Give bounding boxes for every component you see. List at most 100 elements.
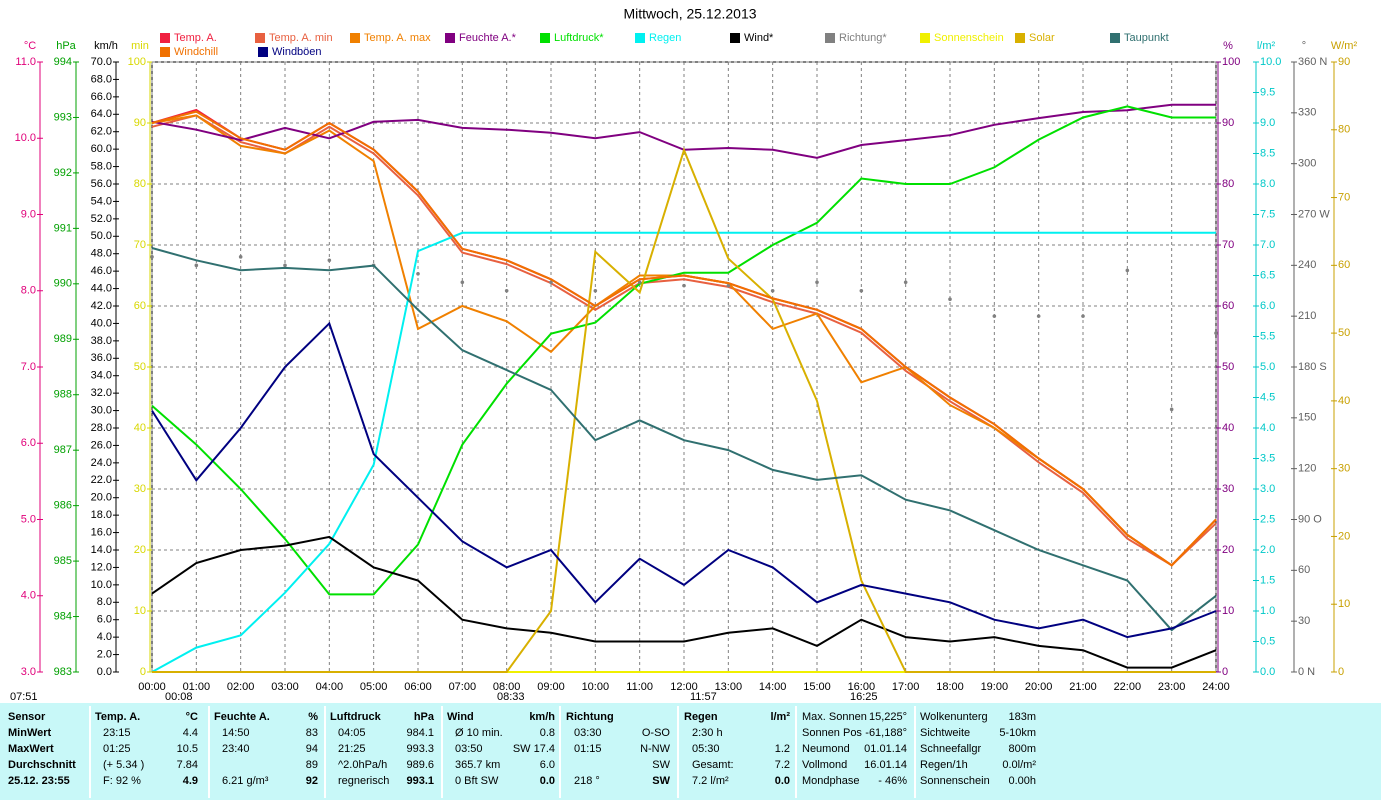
x-tick-label: 17:00 — [892, 681, 920, 693]
y-tick-label: 4.0 — [21, 590, 36, 602]
y-tick-label: 54.0 — [91, 195, 112, 207]
y-tick-label: 50 — [1222, 361, 1234, 373]
y-tick-label: 90 — [1338, 56, 1350, 68]
y-tick-label: 30.0 — [91, 404, 112, 416]
x-tick-label: 06:00 — [404, 681, 432, 693]
y-tick-label: 4.5 — [1260, 391, 1275, 403]
cell-label: Regen/1h — [920, 759, 968, 771]
cell-value: 0.0 — [540, 775, 555, 787]
y-tick-label: 42.0 — [91, 300, 112, 312]
y-tick-label: 1.5 — [1260, 574, 1275, 586]
y-tick-label: 66.0 — [91, 91, 112, 103]
y-tick-label: 989 — [54, 333, 72, 345]
axis-unit: min — [131, 40, 149, 52]
cell-value: 183m — [1008, 711, 1036, 723]
y-tick-label: 80 — [1222, 178, 1234, 190]
cell-label: regnerisch — [338, 775, 389, 787]
y-tick-label: 68.0 — [91, 73, 112, 85]
y-tick-label: 40.0 — [91, 317, 112, 329]
cell-label: 23:40 — [222, 743, 250, 755]
y-tick-label: 7.5 — [1260, 208, 1275, 220]
y-tick-label: 8.5 — [1260, 147, 1275, 159]
y-tick-label: 985 — [54, 555, 72, 567]
cell-label: Neumond — [802, 743, 850, 755]
y-tick-label: 20 — [134, 544, 146, 556]
x-tick-label: 03:00 — [271, 681, 299, 693]
legend-label: Taupunkt — [1124, 32, 1169, 44]
x-tick-label: 19:00 — [981, 681, 1009, 693]
legend-swatch — [1015, 33, 1025, 43]
data-dot — [1036, 314, 1041, 318]
y-tick-label: 986 — [54, 500, 72, 512]
y-tick-label: 0 N — [1298, 666, 1315, 678]
y-tick-label: 984 — [54, 610, 72, 622]
y-tick-label: 70 — [134, 239, 146, 251]
legend-label: Temp. A. max — [364, 32, 431, 44]
cell-label: 7.2 l/m² — [692, 775, 729, 787]
y-tick-label: 3.0 — [1260, 483, 1275, 495]
y-tick-label: 56.0 — [91, 178, 112, 190]
row-label: Durchschnitt — [8, 759, 76, 771]
y-tick-label: 270 W — [1298, 208, 1330, 220]
panel-unit: hPa — [414, 711, 435, 723]
cell-value: SW 17.4 — [513, 743, 555, 755]
legend-swatch — [1110, 33, 1120, 43]
data-dot — [593, 288, 598, 293]
legend-label: Sonnenschein — [934, 32, 1004, 44]
axis-unit: l/m² — [1257, 40, 1276, 52]
stats-background — [0, 703, 1381, 800]
cell-label: Ø 10 min. — [455, 727, 503, 739]
annotation: 00:08 — [165, 691, 193, 703]
y-tick-label: 180 S — [1298, 361, 1327, 373]
y-tick-label: 16.0 — [91, 526, 112, 538]
y-tick-label: 30 — [1338, 463, 1350, 475]
panel-title: Wind — [447, 711, 474, 723]
y-tick-label: 70 — [1338, 191, 1350, 203]
y-tick-label: 62.0 — [91, 126, 112, 138]
cell-value: 16.01.14 — [864, 759, 907, 771]
cell-value: 92 — [306, 775, 318, 787]
data-dot — [283, 263, 287, 268]
legend-swatch — [255, 33, 265, 43]
x-tick-label: 15:00 — [803, 681, 831, 693]
cell-label: 6.21 g/m³ — [222, 775, 269, 787]
cell-value: 6.0 — [540, 759, 555, 771]
data-dot — [1125, 268, 1130, 273]
data-dot — [1081, 314, 1085, 318]
cell-value: 94 — [306, 743, 318, 755]
x-tick-label: 09:00 — [537, 681, 565, 693]
cell-label: 14:50 — [222, 727, 250, 739]
cell-value: 89 — [306, 759, 318, 771]
y-tick-label: 0 — [140, 666, 146, 678]
cell-label: ^2.0hPa/h — [338, 759, 387, 771]
y-tick-label: 20 — [1222, 544, 1234, 556]
cell-label: Sonnenschein — [920, 775, 990, 787]
y-tick-label: 11.0 — [15, 56, 36, 68]
cell-value: - 46% — [878, 775, 907, 787]
x-tick-label: 05:00 — [360, 681, 388, 693]
row-label: 25.12. 23:55 — [8, 775, 70, 787]
x-tick-label: 00:00 — [138, 681, 166, 693]
y-tick-label: 240 — [1298, 259, 1316, 271]
y-tick-label: 40 — [134, 422, 146, 434]
y-tick-label: 5.5 — [1260, 330, 1275, 342]
cell-value: 01.01.14 — [864, 743, 907, 755]
y-tick-label: 90 — [1222, 117, 1234, 129]
legend-swatch — [160, 47, 170, 57]
cell-label: Vollmond — [802, 759, 847, 771]
x-tick-label: 01:00 — [183, 681, 211, 693]
y-tick-label: 8.0 — [97, 596, 112, 608]
cell-label: Schneefallgr — [920, 743, 981, 755]
y-tick-label: 60 — [134, 300, 146, 312]
data-dot — [903, 280, 908, 285]
y-tick-label: 0 — [1338, 666, 1344, 678]
y-tick-label: 5.0 — [1260, 361, 1275, 373]
legend-swatch — [730, 33, 740, 43]
cell-value: 984.1 — [406, 727, 434, 739]
data-dot — [549, 280, 553, 285]
data-dot — [992, 314, 997, 318]
series-line — [151, 114, 1217, 567]
y-tick-label: 4.0 — [97, 631, 112, 643]
cell-label: 03:50 — [455, 743, 483, 755]
y-tick-label: 2.0 — [97, 648, 112, 660]
